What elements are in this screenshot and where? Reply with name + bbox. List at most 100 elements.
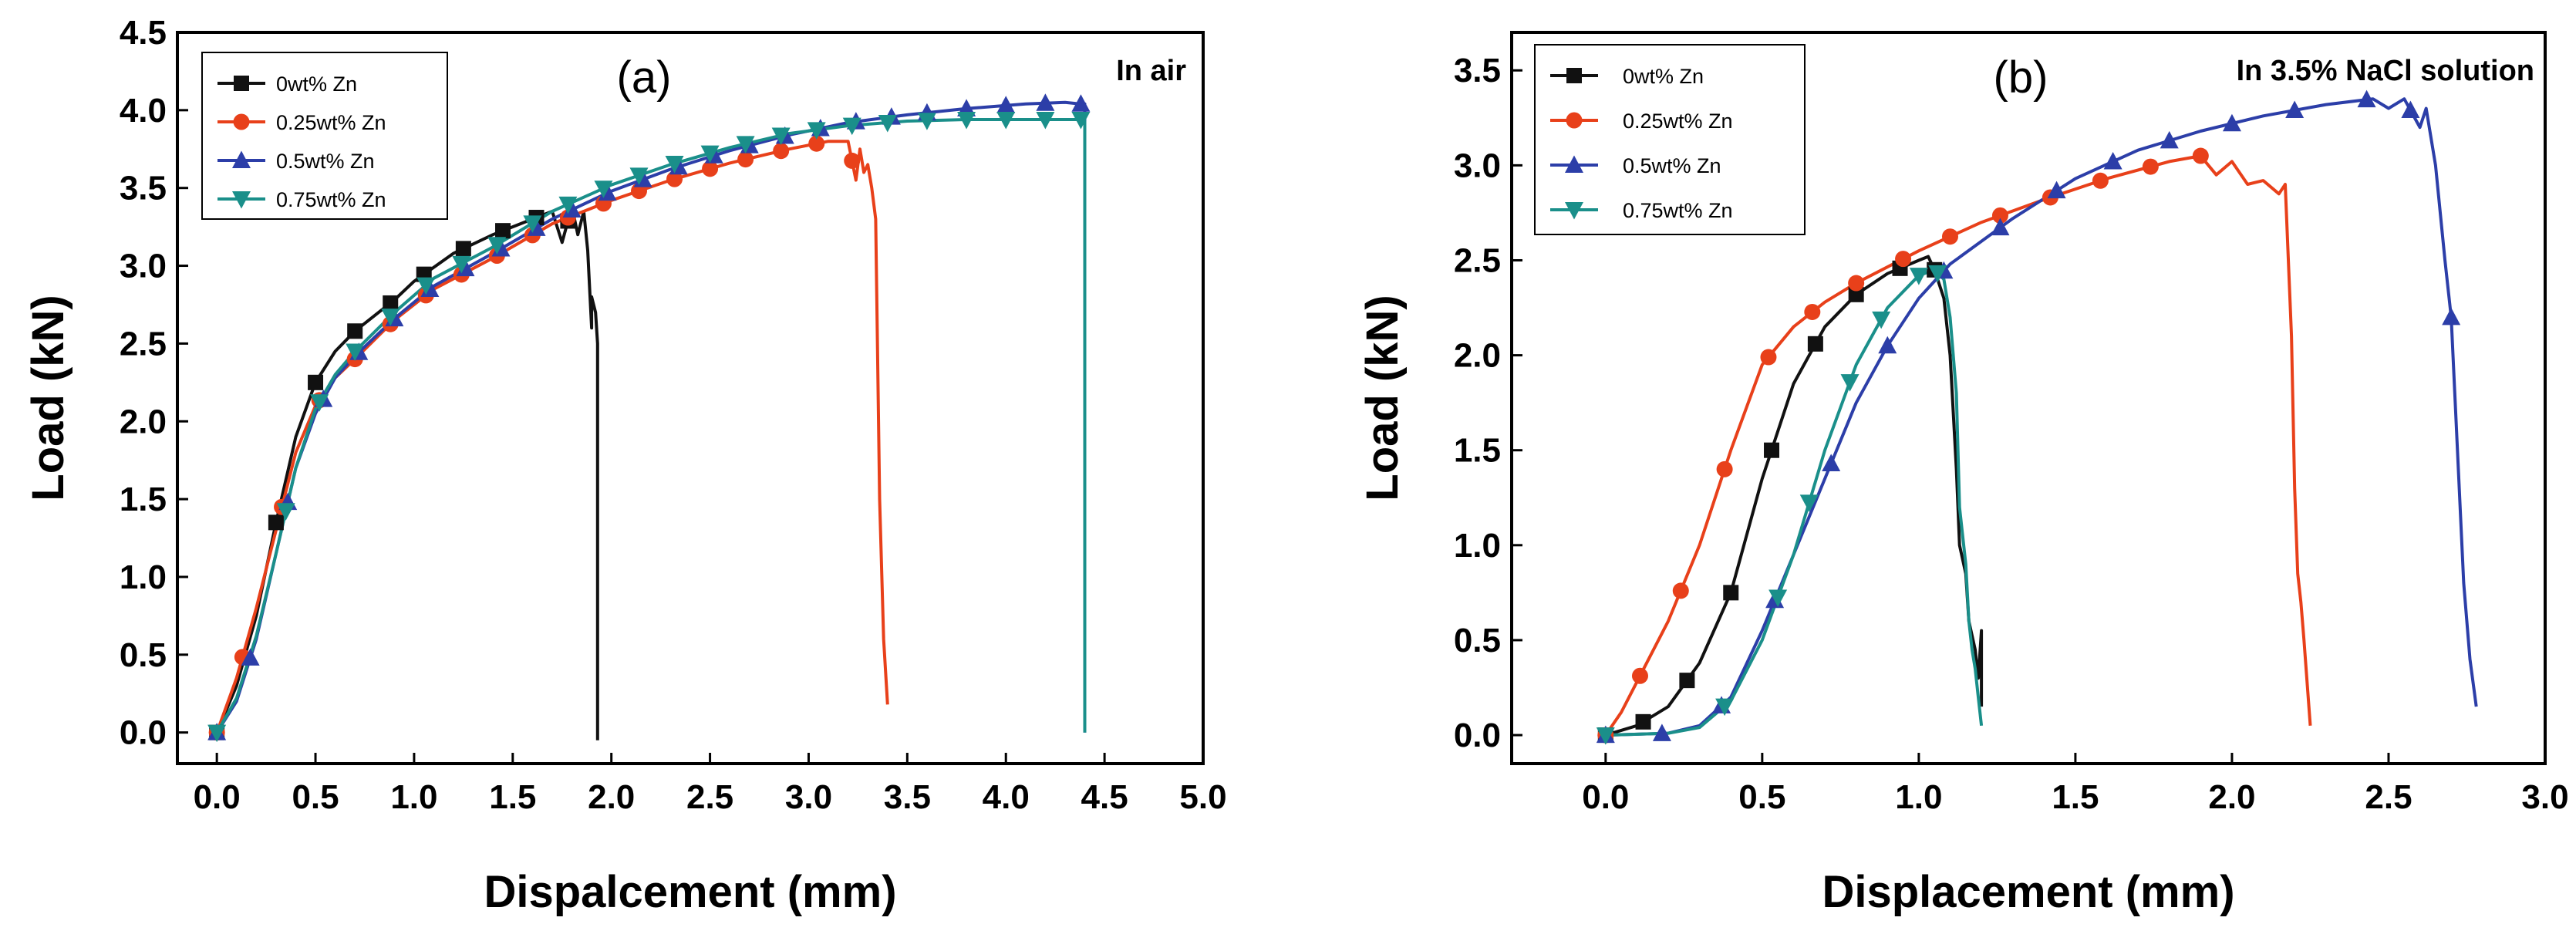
- data-point: [1807, 336, 1823, 352]
- x-tick-label: 1.0: [1895, 778, 1942, 816]
- data-point: [1895, 251, 1912, 268]
- x-tick-label: 4.5: [1081, 778, 1128, 816]
- data-point: [523, 215, 542, 233]
- data-point: [917, 113, 936, 130]
- data-point: [737, 151, 754, 168]
- data-point: [771, 127, 791, 146]
- data-point: [629, 167, 649, 185]
- y-tick-label: 0.0: [1454, 717, 1501, 754]
- legend-a: 0wt% Zn 0.25wt% Zn 0.5wt% Zn 0.75wt% Zn: [201, 52, 448, 220]
- legend-label: 0.25wt% Zn: [1623, 110, 1733, 133]
- data-point: [1848, 275, 1865, 292]
- x-tick-label: 0.0: [1582, 778, 1629, 816]
- data-point: [308, 374, 324, 390]
- chart-panel-b: 0.0 0.5 1.0 1.5 2.0 2.5 3.0 0.0 0.5 1.0 1.5 2.0 2.5 3…: [1357, 31, 2569, 917]
- data-point: [666, 170, 683, 187]
- data-point: [1071, 94, 1091, 112]
- data-point: [268, 514, 284, 531]
- data-point: [1631, 667, 1648, 684]
- x-tick-label: 3.0: [2521, 778, 2568, 816]
- legend-label: 0.5wt% Zn: [276, 150, 375, 173]
- data-point: [2192, 147, 2209, 164]
- y-tick-label: 1.0: [1454, 527, 1501, 565]
- series-line: [215, 140, 889, 734]
- data-point: [736, 136, 755, 153]
- data-point: [2047, 180, 2066, 199]
- legend-label: 0.75wt% Zn: [1623, 199, 1733, 222]
- data-point: [2160, 130, 2179, 149]
- legend-swatch-marker: [1566, 112, 1583, 129]
- data-point: [957, 111, 976, 130]
- data-point: [276, 503, 295, 521]
- data-point: [452, 255, 471, 274]
- data-point: [2142, 158, 2159, 175]
- series-line: [215, 204, 599, 740]
- data-point: [1760, 349, 1777, 366]
- panel-label-a: (a): [617, 52, 672, 103]
- data-point: [1799, 494, 1819, 512]
- data-point: [1596, 727, 1615, 745]
- data-point: [1909, 268, 1928, 285]
- data-point: [1872, 311, 1891, 329]
- y-axis-title-b: Load (kN): [1357, 295, 1408, 501]
- plot-frame-b: [1510, 31, 2547, 765]
- legend-label: 0wt% Zn: [276, 73, 357, 96]
- legend-swatch-marker: [232, 191, 251, 209]
- chart-panel-a: 0.0 0.5 1.0 1.5 2.0 2.5 3.0 3.5 4.0 4.5 5.0 0.0 0.5 1…: [23, 14, 1227, 917]
- data-point: [347, 323, 363, 339]
- y-tick-label: 3.0: [120, 248, 167, 285]
- x-axis-title-b: Displacement (mm): [1822, 867, 2234, 917]
- x-tick-label: 4.0: [983, 778, 1030, 816]
- data-point: [562, 200, 582, 218]
- data-point: [1991, 218, 2010, 236]
- y-tick-label: 2.5: [1454, 241, 1501, 279]
- y-tick-label: 1.0: [120, 558, 167, 596]
- data-point: [241, 648, 260, 666]
- data-point: [2401, 100, 2420, 118]
- data-point: [416, 277, 436, 295]
- x-tick-label: 1.5: [2052, 778, 2099, 816]
- data-point: [383, 295, 399, 311]
- data-point: [773, 143, 790, 160]
- series-markers-b: [1596, 89, 2461, 745]
- y-tick-label: 0.5: [1454, 622, 1501, 659]
- data-point: [455, 241, 471, 257]
- data-point: [1928, 265, 1947, 283]
- x-tick-label: 1.0: [390, 778, 437, 816]
- data-point: [702, 160, 719, 177]
- condition-label-b: In 3.5% NaCl solution: [2237, 55, 2534, 87]
- series-line: [215, 118, 1087, 734]
- condition-label-a: In air: [1116, 55, 1186, 87]
- plot-frame-a: [176, 31, 1205, 765]
- y-tick-label: 3.5: [120, 170, 167, 207]
- data-point: [207, 724, 227, 743]
- data-point: [1848, 286, 1864, 302]
- data-point: [1768, 589, 1788, 608]
- series-line: [1605, 268, 1984, 737]
- data-point: [1723, 585, 1739, 601]
- y-tick-label: 4.0: [120, 92, 167, 130]
- x-tick-label: 0.0: [194, 778, 241, 816]
- data-point: [700, 145, 720, 164]
- x-tick-label: 2.5: [2365, 778, 2412, 816]
- legend-b: 0wt% Zn 0.25wt% Zn 0.5wt% Zn 0.75wt% Zn: [1534, 44, 1806, 235]
- data-point: [807, 122, 826, 140]
- data-point: [487, 237, 507, 255]
- data-point: [1716, 460, 1733, 477]
- data-point: [2222, 113, 2241, 132]
- legend-swatch-marker: [1566, 68, 1582, 83]
- data-point: [1941, 228, 1958, 245]
- y-tick-label: 2.0: [1454, 337, 1501, 375]
- data-point: [1652, 723, 1671, 741]
- data-point: [1036, 93, 1055, 111]
- axis-ticks-b: 0.0 0.5 1.0 1.5 2.0 2.5 3.0 0.0 0.5 1.0 1.5 2.0 2.5 3…: [1454, 52, 2569, 816]
- data-point: [1878, 336, 1897, 354]
- data-point: [594, 180, 613, 198]
- legend-swatch-marker: [233, 113, 250, 130]
- series-line: [1604, 154, 2312, 737]
- data-point: [665, 155, 684, 174]
- data-point: [996, 111, 1016, 130]
- x-tick-label: 3.5: [884, 778, 931, 816]
- data-point: [1672, 582, 1689, 599]
